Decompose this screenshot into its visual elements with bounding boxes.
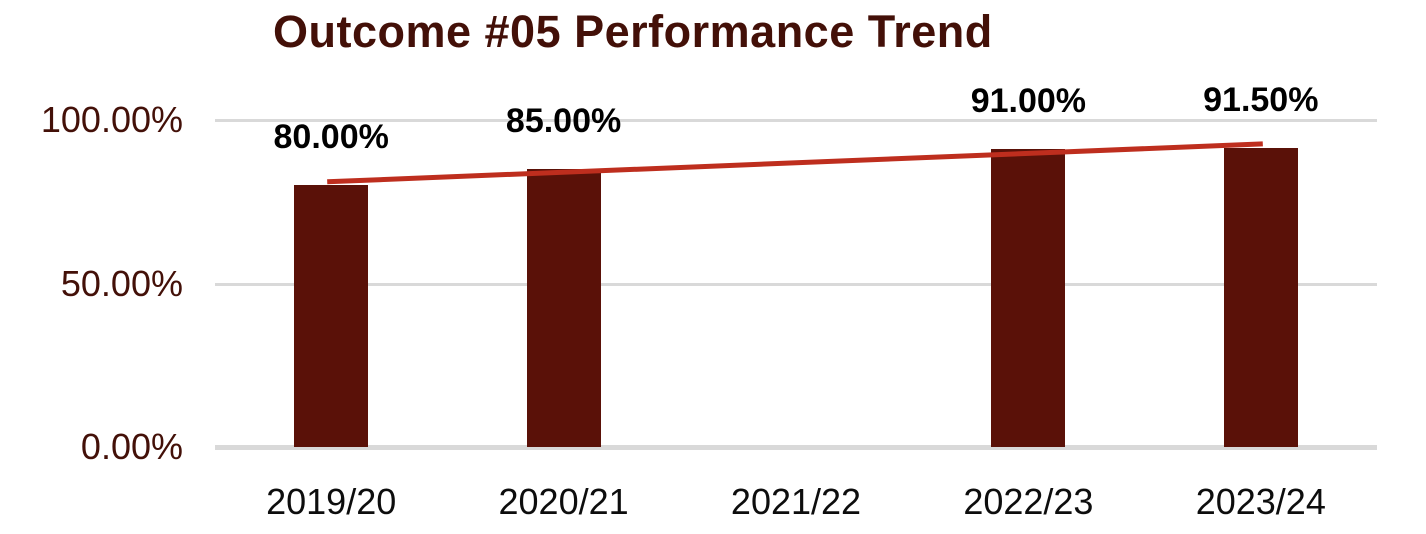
gridline xyxy=(215,119,1377,122)
bar-data-label: 91.50% xyxy=(1203,80,1319,119)
chart-title: Outcome #05 Performance Trend xyxy=(273,6,993,57)
bar-data-label: 91.00% xyxy=(970,82,1087,121)
bar-2019-20 xyxy=(294,185,369,447)
x-axis-tick-label: 2023/24 xyxy=(1195,481,1326,522)
x-axis-line xyxy=(215,445,1377,450)
x-axis-tick-label: 2020/21 xyxy=(498,481,629,522)
bar-2023-24 xyxy=(1223,147,1298,447)
bar-2020-21 xyxy=(526,169,601,447)
bar-data-label: 80.00% xyxy=(273,118,389,157)
bar-data-label: 85.00% xyxy=(505,102,622,141)
y-axis-tick-label: 100.00% xyxy=(40,99,183,140)
bar-2022-23 xyxy=(991,149,1066,447)
gridline xyxy=(215,282,1377,286)
x-axis-tick-label: 2022/23 xyxy=(963,481,1094,522)
y-axis-tick-label: 0.00% xyxy=(80,426,183,467)
x-axis-tick-label: 2019/20 xyxy=(266,481,397,522)
y-axis-tick-label: 50.00% xyxy=(60,262,183,304)
x-axis-tick-label: 2021/22 xyxy=(730,481,862,522)
